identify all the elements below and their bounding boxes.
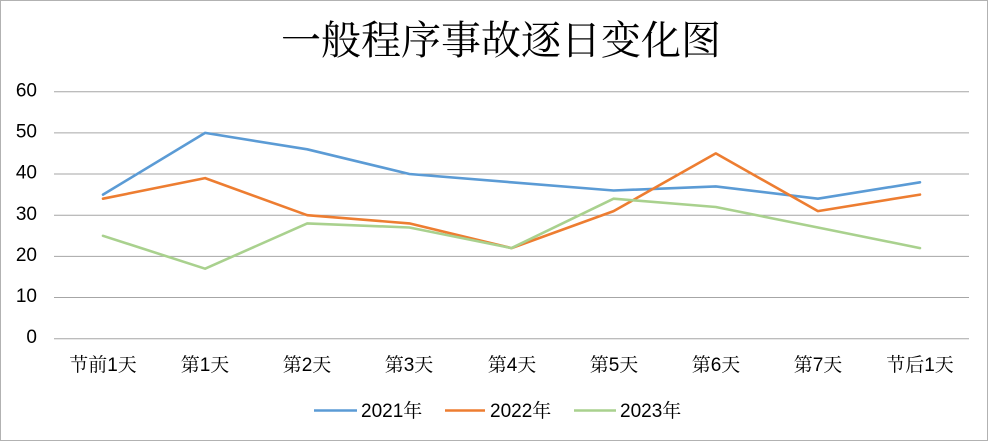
svg-text:0: 0 (26, 327, 37, 348)
svg-text:第5天: 第5天 (590, 354, 639, 376)
svg-text:第6天: 第6天 (692, 354, 741, 376)
svg-text:10: 10 (16, 286, 37, 307)
svg-text:节前1天: 节前1天 (69, 353, 137, 376)
svg-text:30: 30 (16, 204, 37, 225)
svg-text:50: 50 (16, 122, 37, 143)
svg-text:节后1天: 节后1天 (886, 353, 954, 376)
svg-text:2021年: 2021年 (361, 400, 422, 422)
svg-text:20: 20 (16, 245, 37, 266)
svg-text:第7天: 第7天 (794, 354, 843, 376)
svg-text:2022年: 2022年 (490, 400, 551, 422)
svg-text:第4天: 第4天 (488, 354, 537, 376)
svg-text:40: 40 (16, 163, 37, 184)
svg-text:2023年: 2023年 (620, 400, 681, 422)
svg-text:60: 60 (16, 81, 37, 102)
svg-text:第2天: 第2天 (283, 354, 332, 376)
svg-text:第1天: 第1天 (181, 354, 230, 376)
svg-text:第3天: 第3天 (385, 354, 434, 376)
